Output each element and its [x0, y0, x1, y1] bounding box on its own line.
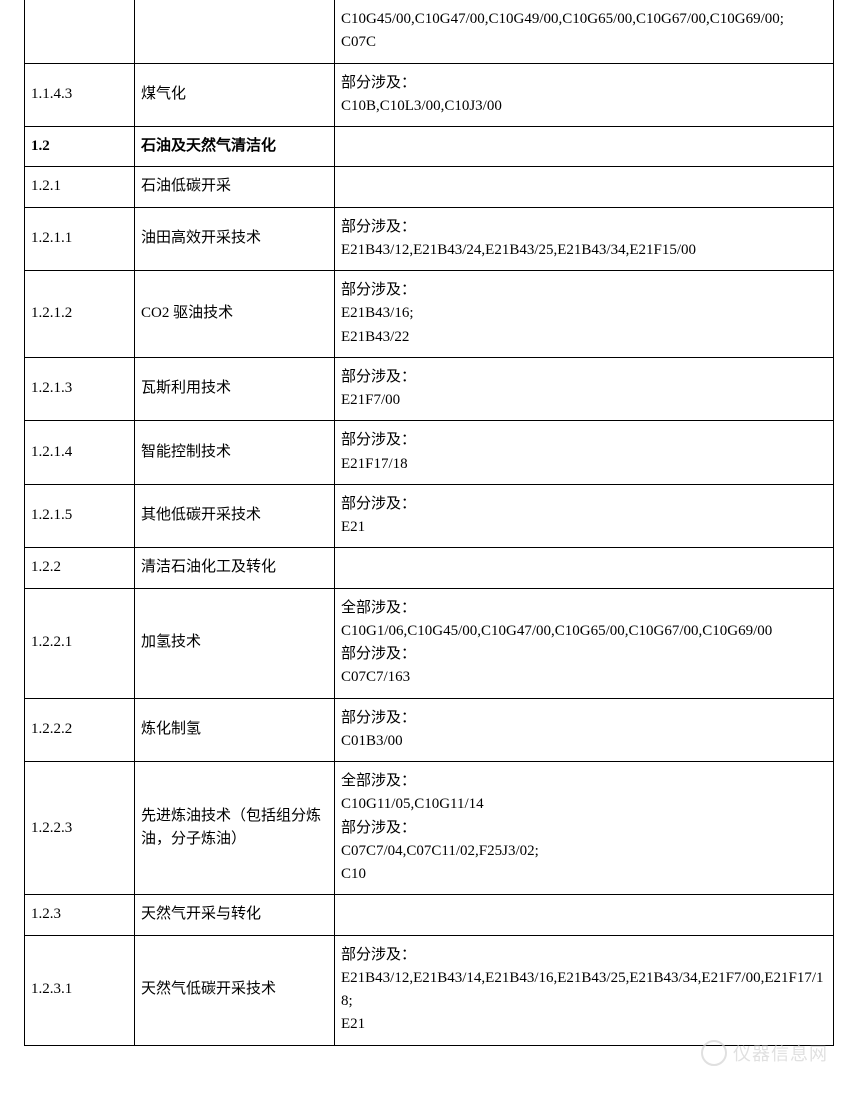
detail-cell: [335, 548, 834, 588]
table-row: 1.2.1.3瓦斯利用技术部分涉及：E21F7/00: [25, 357, 834, 421]
code-cell: 1.2.3.1: [25, 935, 135, 1045]
table-row: 1.2.1.4智能控制技术部分涉及：E21F17/18: [25, 421, 834, 485]
detail-cell: 全部涉及：C10G1/06,C10G45/00,C10G47/00,C10G65…: [335, 588, 834, 698]
code-cell: 1.2: [25, 127, 135, 167]
table-row: 1.2.1.2CO2 驱油技术部分涉及：E21B43/16;E21B43/22: [25, 271, 834, 358]
detail-cell: 部分涉及：E21B43/12,E21B43/24,E21B43/25,E21B4…: [335, 207, 834, 271]
code-cell: 1.2.1.2: [25, 271, 135, 358]
name-cell: 其他低碳开采技术: [135, 484, 335, 548]
detail-cell: 全部涉及：C10G11/05,C10G11/14部分涉及：C07C7/04,C0…: [335, 762, 834, 895]
table-row: 1.1.4.3煤气化部分涉及：C10B,C10L3/00,C10J3/00: [25, 63, 834, 127]
code-cell: 1.2.2.1: [25, 588, 135, 698]
detail-cell: 部分涉及：E21F7/00: [335, 357, 834, 421]
code-cell: 1.2.2.3: [25, 762, 135, 895]
code-cell: [25, 0, 135, 63]
code-cell: 1.2.2.2: [25, 698, 135, 762]
code-cell: 1.2.3: [25, 895, 135, 935]
name-cell: CO2 驱油技术: [135, 271, 335, 358]
table-row: 1.2.2.1加氢技术全部涉及：C10G1/06,C10G45/00,C10G4…: [25, 588, 834, 698]
detail-cell: [335, 895, 834, 935]
name-cell: [135, 0, 335, 63]
code-cell: 1.2.1.4: [25, 421, 135, 485]
name-cell: 清洁石油化工及转化: [135, 548, 335, 588]
detail-cell: 部分涉及：E21: [335, 484, 834, 548]
page: C10G45/00,C10G47/00,C10G49/00,C10G65/00,…: [0, 0, 858, 1094]
table-row: 1.2.2.2炼化制氢部分涉及：C01B3/00: [25, 698, 834, 762]
table-row: 1.2.3天然气开采与转化: [25, 895, 834, 935]
name-cell: 油田高效开采技术: [135, 207, 335, 271]
code-cell: 1.2.1.3: [25, 357, 135, 421]
table-row: C10G45/00,C10G47/00,C10G49/00,C10G65/00,…: [25, 0, 834, 63]
name-cell: 天然气开采与转化: [135, 895, 335, 935]
detail-cell: 部分涉及：C10B,C10L3/00,C10J3/00: [335, 63, 834, 127]
table-row: 1.2.2.3先进炼油技术（包括组分炼油，分子炼油）全部涉及：C10G11/05…: [25, 762, 834, 895]
table-row: 1.2.1.1油田高效开采技术部分涉及：E21B43/12,E21B43/24,…: [25, 207, 834, 271]
code-cell: 1.1.4.3: [25, 63, 135, 127]
name-cell: 石油低碳开采: [135, 167, 335, 207]
name-cell: 炼化制氢: [135, 698, 335, 762]
table-row: 1.2石油及天然气清洁化: [25, 127, 834, 167]
detail-cell: [335, 167, 834, 207]
table-row: 1.2.3.1天然气低碳开采技术部分涉及：E21B43/12,E21B43/14…: [25, 935, 834, 1045]
name-cell: 石油及天然气清洁化: [135, 127, 335, 167]
code-cell: 1.2.2: [25, 548, 135, 588]
detail-cell: C10G45/00,C10G47/00,C10G49/00,C10G65/00,…: [335, 0, 834, 63]
name-cell: 瓦斯利用技术: [135, 357, 335, 421]
detail-cell: 部分涉及：E21B43/12,E21B43/14,E21B43/16,E21B4…: [335, 935, 834, 1045]
code-cell: 1.2.1.5: [25, 484, 135, 548]
name-cell: 先进炼油技术（包括组分炼油，分子炼油）: [135, 762, 335, 895]
name-cell: 煤气化: [135, 63, 335, 127]
table-row: 1.2.1.5其他低碳开采技术部分涉及：E21: [25, 484, 834, 548]
table-row: 1.2.2清洁石油化工及转化: [25, 548, 834, 588]
detail-cell: 部分涉及：E21B43/16;E21B43/22: [335, 271, 834, 358]
detail-cell: [335, 127, 834, 167]
name-cell: 天然气低碳开采技术: [135, 935, 335, 1045]
detail-cell: 部分涉及：C01B3/00: [335, 698, 834, 762]
code-cell: 1.2.1: [25, 167, 135, 207]
name-cell: 智能控制技术: [135, 421, 335, 485]
code-cell: 1.2.1.1: [25, 207, 135, 271]
table-body: C10G45/00,C10G47/00,C10G49/00,C10G65/00,…: [25, 0, 834, 1045]
name-cell: 加氢技术: [135, 588, 335, 698]
table-row: 1.2.1石油低碳开采: [25, 167, 834, 207]
classification-table: C10G45/00,C10G47/00,C10G49/00,C10G65/00,…: [24, 0, 834, 1046]
detail-cell: 部分涉及：E21F17/18: [335, 421, 834, 485]
